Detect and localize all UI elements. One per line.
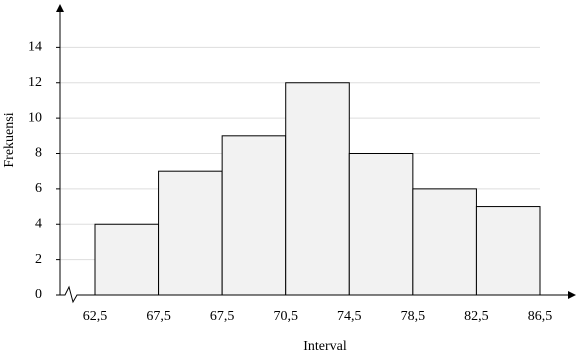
y-axis-label: Frekuensi: [2, 112, 17, 167]
y-tick-label: 10: [28, 110, 42, 125]
y-tick-label: 6: [35, 181, 42, 196]
bar: [348, 153, 414, 296]
x-tick-label: 74,5: [337, 309, 362, 324]
x-tick-label: 62,5: [83, 309, 108, 324]
y-tick-label: 8: [35, 146, 42, 161]
x-tick-label: 82,5: [464, 309, 489, 324]
bar: [221, 135, 287, 296]
x-tick-label: 86,5: [528, 309, 553, 324]
x-tick-label: 70,5: [273, 309, 298, 324]
y-tick-label: 0: [35, 287, 42, 302]
y-tick-label: 12: [28, 75, 42, 90]
bar: [158, 170, 223, 296]
bar: [475, 206, 541, 296]
x-tick-label: 67,5: [210, 309, 235, 324]
x-tick-label: 67,5: [146, 309, 171, 324]
bar: [94, 223, 160, 296]
x-axis-label: Interval: [303, 339, 347, 354]
bars: [94, 82, 541, 296]
bar: [412, 188, 477, 296]
x-tick-label: 78,5: [401, 309, 426, 324]
y-tick-label: 14: [28, 40, 42, 55]
x-axis: [60, 285, 576, 304]
y-tick-label: 4: [35, 216, 42, 231]
y-tick-label: 2: [35, 252, 42, 267]
bar: [285, 82, 350, 296]
